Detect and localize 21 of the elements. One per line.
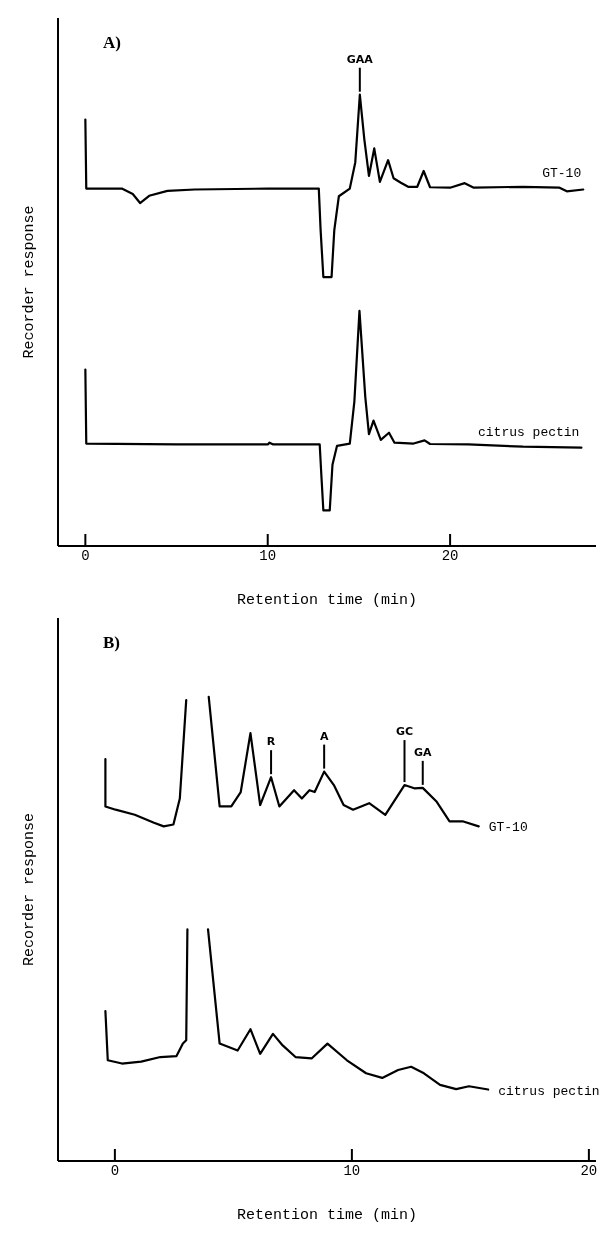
y-axis-title: Recorder response [21, 205, 39, 359]
x-tick-label: 20 [441, 547, 459, 564]
annotation: GA [413, 745, 433, 759]
annotation: R [266, 735, 276, 749]
annotation: GC [395, 725, 414, 739]
series-label: citrus pectin [477, 424, 580, 440]
x-tick-label: 0 [81, 547, 90, 564]
x-tick-label: 10 [259, 547, 277, 564]
series-label: GT-10 [488, 820, 528, 836]
chart-title: B) [103, 633, 120, 652]
y-axis-title: Recorder response [21, 812, 39, 967]
x-tick-label: 20 [580, 1162, 598, 1179]
chart-title: A) [103, 33, 121, 52]
series-label: citrus pectin [498, 1083, 600, 1099]
annotation: A [319, 729, 329, 743]
x-tick-label: 10 [343, 1162, 361, 1179]
x-axis-title: Retention time (min) [236, 1207, 418, 1224]
annotation: GAA [346, 52, 374, 66]
x-axis-title: Retention time (min) [236, 592, 418, 609]
series-label: GT-10 [542, 166, 582, 182]
x-tick-label: 0 [110, 1162, 120, 1179]
